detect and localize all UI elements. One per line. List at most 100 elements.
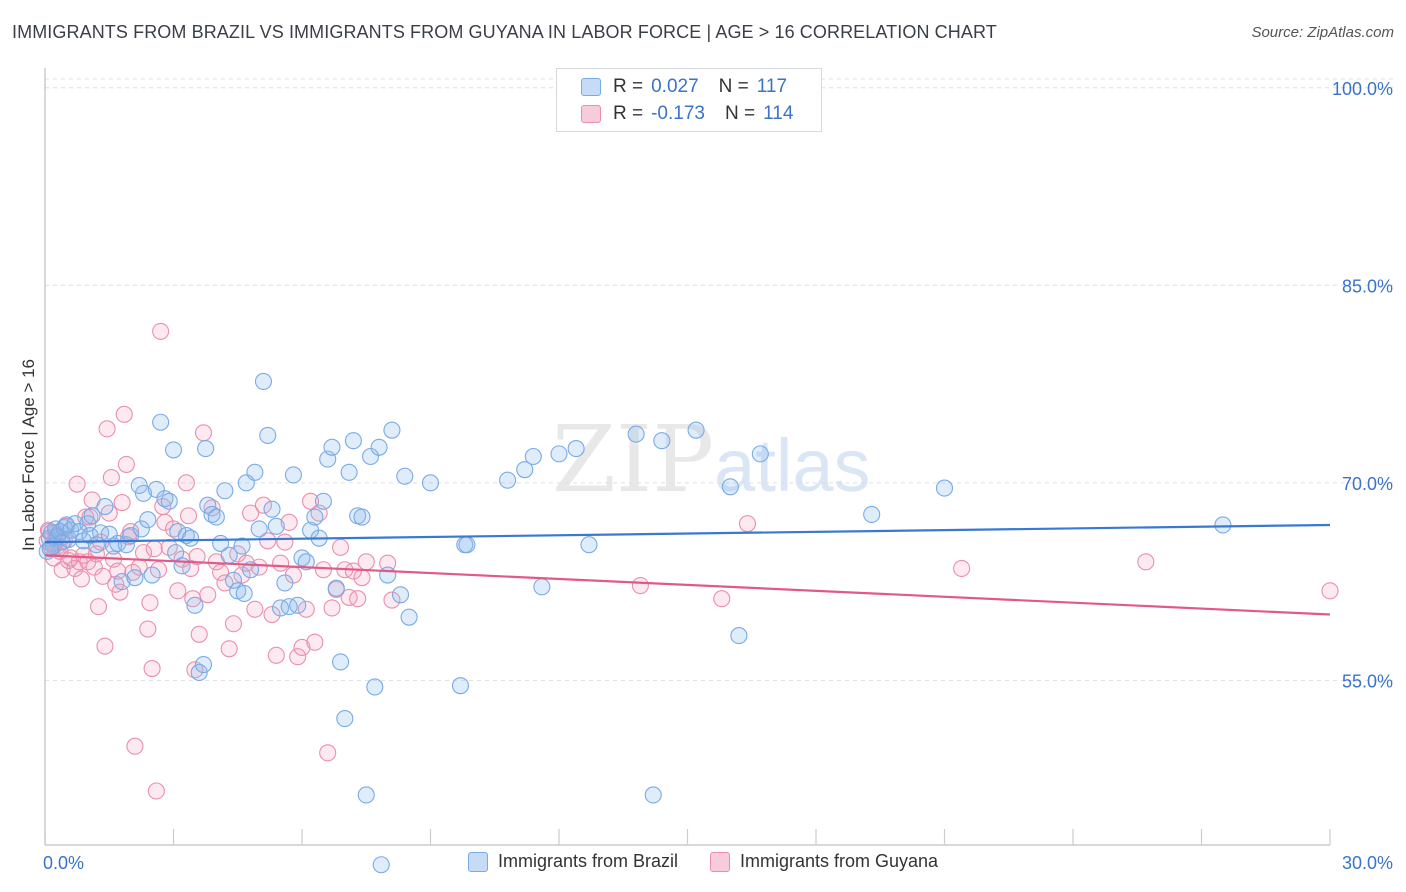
brazil-point xyxy=(235,584,253,603)
brazil-point xyxy=(207,508,225,526)
guyana-point xyxy=(306,633,324,651)
brazil-point xyxy=(96,497,114,516)
guyana-point xyxy=(53,561,71,579)
brazil-point xyxy=(152,413,170,431)
guyana-point xyxy=(280,513,298,531)
guyana-point xyxy=(344,562,362,580)
guyana-point xyxy=(254,496,273,514)
guyana-point xyxy=(156,513,174,531)
guyana-point xyxy=(738,515,757,533)
legend-n-label: N = xyxy=(718,76,749,97)
guyana-point xyxy=(177,474,195,492)
y-tick-label: 100.0% xyxy=(1332,79,1393,99)
brazil-point xyxy=(182,529,200,547)
guyana-point xyxy=(194,424,213,442)
brazil-point xyxy=(197,440,215,458)
brazil-point xyxy=(653,432,671,450)
brazil-point xyxy=(567,440,585,458)
legend-label-guyana: Immigrants from Guyana xyxy=(739,851,939,871)
guyana-point xyxy=(314,561,332,579)
guyana-point xyxy=(302,492,320,510)
guyana-point xyxy=(85,558,103,576)
legend-r-value: 0.027 xyxy=(651,76,699,97)
guyana-point xyxy=(357,553,375,571)
brazil-point xyxy=(276,574,294,592)
brazil-point xyxy=(327,579,345,597)
legend-n-label: N = xyxy=(724,103,756,124)
brazil-point xyxy=(499,471,517,489)
brazil-point xyxy=(1214,516,1232,534)
guyana-point xyxy=(229,545,247,563)
guyana-point xyxy=(713,590,731,608)
guyana-point xyxy=(267,646,285,664)
guyana-point xyxy=(77,508,95,526)
brazil-point xyxy=(139,511,157,529)
brazil-point xyxy=(280,598,298,616)
legend-item-guyana[interactable]: Immigrants from Guyana xyxy=(709,851,939,872)
brazil-point xyxy=(147,480,165,498)
guyana-point xyxy=(126,737,144,755)
guyana-point xyxy=(953,559,971,577)
brazil-point xyxy=(199,496,217,514)
y-axis-label: In Labor Force | Age > 16 xyxy=(19,358,38,552)
guyana-point xyxy=(117,455,135,473)
guyana-point xyxy=(141,594,159,612)
legend-swatch-guyana xyxy=(709,851,730,872)
guyana-point xyxy=(199,586,217,604)
brazil-point xyxy=(627,425,645,443)
guyana-point xyxy=(289,648,307,666)
legend-n-value: 114 xyxy=(763,103,794,124)
axes xyxy=(44,68,1331,846)
brazil-point xyxy=(143,566,161,584)
brazil-point xyxy=(372,856,390,874)
tick-labels: 55.0% 70.0% 85.0% 100.0% 0.0% 30.0% xyxy=(43,79,1393,873)
brazil-point xyxy=(173,557,191,575)
brazil-point xyxy=(533,578,551,596)
guyana-point xyxy=(179,507,198,525)
brazil-point xyxy=(263,500,281,518)
brazil-point xyxy=(164,441,183,459)
legend-swatch-brazil xyxy=(467,851,488,872)
brazil-point xyxy=(331,653,350,671)
guyana-point xyxy=(323,599,341,617)
brazil-point xyxy=(267,517,285,535)
guyana-point xyxy=(94,567,112,585)
legend-r-label: R = xyxy=(613,76,644,97)
y-tick-label: 70.0% xyxy=(1342,474,1393,494)
brazil-point xyxy=(644,786,662,804)
legend-label-brazil: Immigrants from Brazil xyxy=(497,851,678,871)
brazil-point xyxy=(451,677,470,695)
brazil-point xyxy=(233,537,251,555)
guyana-point xyxy=(89,598,108,616)
x-tick-label: 0.0% xyxy=(43,853,84,873)
guyana-point xyxy=(224,615,243,633)
brazil-point xyxy=(254,372,273,390)
guyana-point xyxy=(190,625,208,643)
legend-row-guyana: R = -0.173 N = 114 xyxy=(581,101,793,127)
brazil-point xyxy=(250,520,268,538)
guyana-point xyxy=(383,591,401,609)
brazil-point xyxy=(400,608,418,626)
brazil-point xyxy=(550,445,568,463)
guyana-point xyxy=(122,523,140,541)
correlation-legend: R = 0.027 N = 117 R = -0.173 N = 114 xyxy=(556,68,822,132)
guyana-point xyxy=(143,659,161,678)
legend-r-label: R = xyxy=(613,103,644,124)
brazil-point xyxy=(113,573,131,591)
brazil-point xyxy=(336,710,354,728)
brazil-point xyxy=(580,536,598,554)
zipatlas-watermark: ZIPatlas xyxy=(552,406,870,513)
guyana-point xyxy=(293,638,311,657)
legend-item-brazil[interactable]: Immigrants from Brazil xyxy=(467,851,678,872)
brazil-point xyxy=(935,479,954,497)
guyana-point xyxy=(276,533,294,551)
legend-row-brazil: R = 0.027 N = 117 xyxy=(581,74,787,100)
brazil-point xyxy=(323,438,341,456)
guyana-point xyxy=(98,420,116,438)
legend-swatch-brazil xyxy=(581,78,601,96)
guyana-point xyxy=(631,577,649,595)
brazil-point xyxy=(379,566,397,584)
brazil-point xyxy=(134,484,153,502)
brazil-point xyxy=(458,536,476,554)
